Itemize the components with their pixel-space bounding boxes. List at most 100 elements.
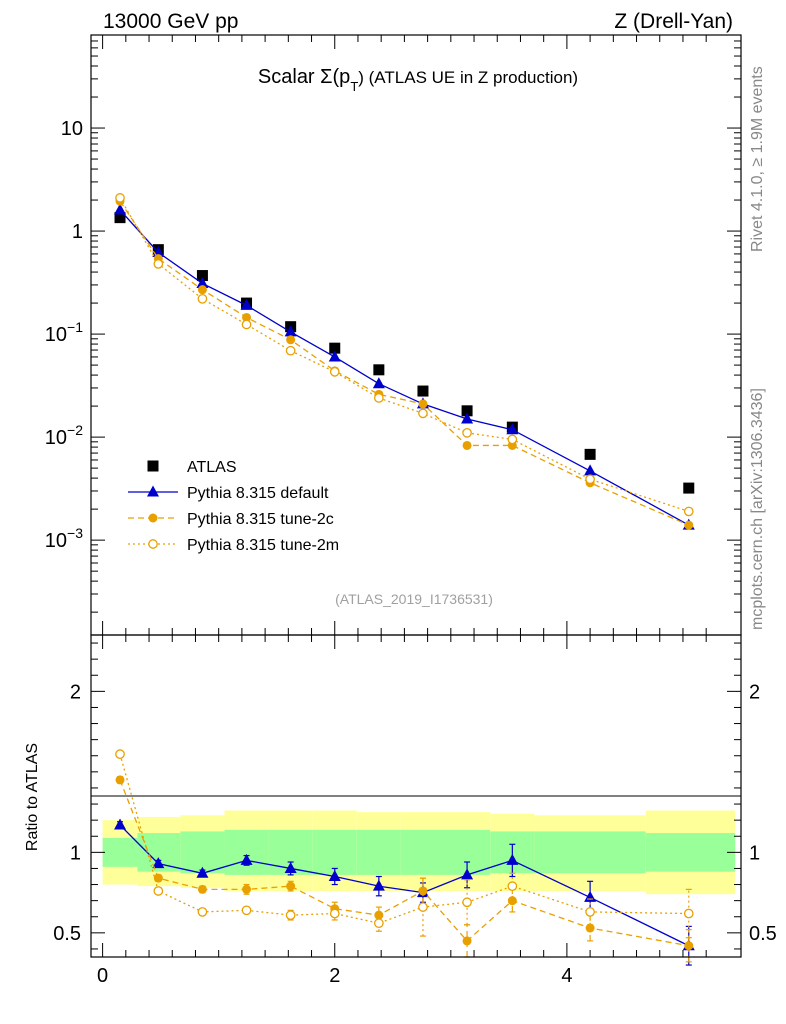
data-point <box>196 270 208 282</box>
ratio-point <box>507 896 517 906</box>
ratio-y-tick-label-right: 0.5 <box>749 923 777 945</box>
ratio-point <box>197 884 207 894</box>
data-point <box>114 212 126 224</box>
ratio-point <box>153 886 164 896</box>
ratio-point <box>241 905 252 916</box>
ratio-point <box>684 941 694 951</box>
plot-title: Scalar Σ(pT) (ATLAS UE in Z production) <box>258 66 578 94</box>
legend-marker <box>148 513 158 523</box>
data-point <box>114 203 127 215</box>
uncertainty-band-inner <box>224 829 269 875</box>
data-point <box>418 399 428 409</box>
ratio-y-tick-label: 0.5 <box>53 923 81 945</box>
ratio-y-tick-label: 1 <box>70 842 81 864</box>
data-point <box>683 506 694 517</box>
ratio-ylabel: Ratio to ATLAS <box>24 743 41 851</box>
ratio-point <box>462 936 472 946</box>
ratio-y-tick-label-right: 1 <box>749 842 760 864</box>
ratio-point <box>152 857 165 869</box>
data-point <box>585 474 595 485</box>
data-point <box>328 350 341 362</box>
ratio-point <box>153 873 163 883</box>
ratio-point <box>683 908 694 919</box>
ratio-point <box>507 881 518 892</box>
y-tick-label: 10−2 <box>45 422 83 449</box>
data-point <box>196 276 209 288</box>
ratio-point <box>584 890 597 902</box>
ratio-point <box>374 918 384 929</box>
data-point <box>284 325 297 337</box>
ratio-point <box>585 907 595 917</box>
y-tick-exponent: −3 <box>67 525 83 541</box>
ratio-point <box>285 910 296 920</box>
data-point <box>373 364 385 376</box>
ratio-point <box>242 884 252 894</box>
data-point <box>461 405 473 417</box>
x-tick-label: 4 <box>561 965 572 987</box>
data-point <box>153 259 164 269</box>
ratio-point <box>197 907 208 917</box>
legend-label: Pythia 8.315 default <box>187 485 329 502</box>
ratio-line <box>119 824 690 947</box>
ratio-point <box>286 881 296 891</box>
series-line <box>119 200 690 526</box>
y-tick-base: 10 <box>45 530 67 552</box>
y-tick-label: 10−3 <box>45 525 83 552</box>
uncertainty-band-inner <box>400 829 446 875</box>
uncertainty-band-inner <box>312 829 357 875</box>
ratio-line <box>119 753 689 924</box>
data-point <box>197 293 208 304</box>
ratio-plot-frame <box>90 634 742 958</box>
uncertainty-band-inner <box>356 829 401 875</box>
data-point <box>241 319 252 330</box>
series-pythia-8-315-default <box>114 203 695 530</box>
ratio-series-pythia-8-315-tune-2m <box>115 749 694 939</box>
x-tick-label: 0 <box>97 965 108 987</box>
data-point <box>506 423 519 435</box>
data-point <box>329 342 341 354</box>
legend-label: Pythia 8.315 tune-2c <box>187 511 334 528</box>
ratio-point <box>115 749 125 759</box>
legend: ATLAS Pythia 8.315 default Pythia 8.315 tu… <box>128 459 339 554</box>
data-point <box>197 285 207 295</box>
ratio-point <box>196 866 209 878</box>
ratio-plot: 2 2 1 1 0.5 0.5 0 2 4 Ratio to ATLAS <box>24 634 777 987</box>
data-point <box>286 335 296 345</box>
data-point <box>584 448 596 460</box>
legend-label: Pythia 8.315 tune-2m <box>187 537 339 554</box>
mcplots-label: mcplots.cern.ch [arXiv:1306.3436] <box>749 388 766 630</box>
data-point <box>242 312 252 322</box>
uncertainty-band-inner <box>102 837 138 867</box>
ratio-point <box>114 818 127 830</box>
uncertainty-band-inner <box>645 833 736 872</box>
y-tick-exponent: −2 <box>67 422 83 438</box>
y-tick-base: 10 <box>45 324 67 346</box>
data-point <box>584 464 597 476</box>
data-point <box>462 440 472 450</box>
legend-label: ATLAS <box>187 459 237 476</box>
data-point <box>285 345 296 356</box>
rivet-version-label: Rivet 4.1.0, ≥ 1.9M events <box>749 66 766 252</box>
ratio-line <box>119 779 689 947</box>
legend-marker <box>147 460 159 472</box>
y-tick-base: 10 <box>45 427 67 449</box>
ratio-point <box>240 853 253 865</box>
ratio-point <box>115 775 125 785</box>
uncertainty-band-inner <box>180 831 225 874</box>
data-point <box>683 482 695 494</box>
series-line <box>119 209 690 526</box>
analysis-reference: (ATLAS_2019_I1736531) <box>335 591 493 607</box>
data-point <box>329 366 340 377</box>
data-point <box>372 377 385 389</box>
data-point <box>462 427 472 438</box>
legend-marker <box>148 539 158 549</box>
data-point <box>115 193 125 203</box>
ratio-point <box>328 870 341 881</box>
ratio-point <box>418 902 428 912</box>
series-atlas <box>114 212 695 494</box>
header-right: Z (Drell-Yan) <box>614 10 733 33</box>
data-point <box>240 298 253 310</box>
y-tick-label: 1 <box>72 221 83 243</box>
